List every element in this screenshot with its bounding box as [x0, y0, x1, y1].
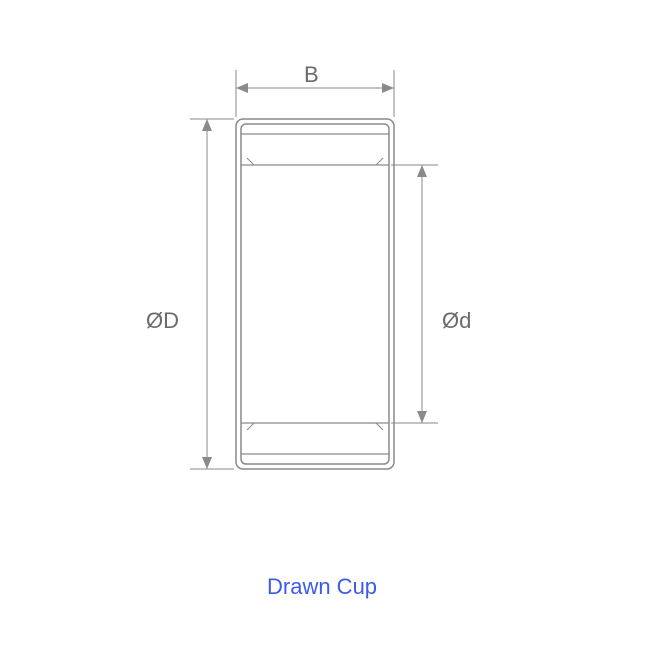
caption-text: Drawn Cup — [267, 574, 377, 599]
inner-cup-rect — [241, 124, 389, 464]
lower-corner-left — [247, 423, 254, 430]
diagram-svg — [0, 0, 670, 670]
dim-d-arrow-bottom — [417, 411, 427, 423]
dim-b-arrow-left — [236, 83, 248, 93]
dim-label-D-letter: D — [163, 308, 179, 333]
dim-b-arrow-right — [382, 83, 394, 93]
dim-label-inner-diameter: Ød — [442, 308, 471, 334]
diagram-caption: Drawn Cup — [267, 574, 377, 600]
upper-corner-left — [247, 158, 254, 165]
diameter-symbol-d: Ø — [442, 308, 459, 333]
dim-label-outer-diameter: ØD — [146, 308, 179, 334]
dim-D-arrow-top — [202, 119, 212, 131]
upper-corner-right — [376, 158, 383, 165]
dim-label-width-text: B — [304, 62, 319, 87]
lower-corner-right — [376, 423, 383, 430]
dim-label-d-letter: d — [459, 308, 471, 333]
outer-cup-rect — [236, 119, 394, 469]
dim-D-arrow-bottom — [202, 457, 212, 469]
dim-label-width: B — [304, 62, 319, 88]
diameter-symbol-D: Ø — [146, 308, 163, 333]
dim-d-arrow-top — [417, 165, 427, 177]
drawn-cup-diagram: B ØD Ød Drawn Cup — [0, 0, 670, 670]
